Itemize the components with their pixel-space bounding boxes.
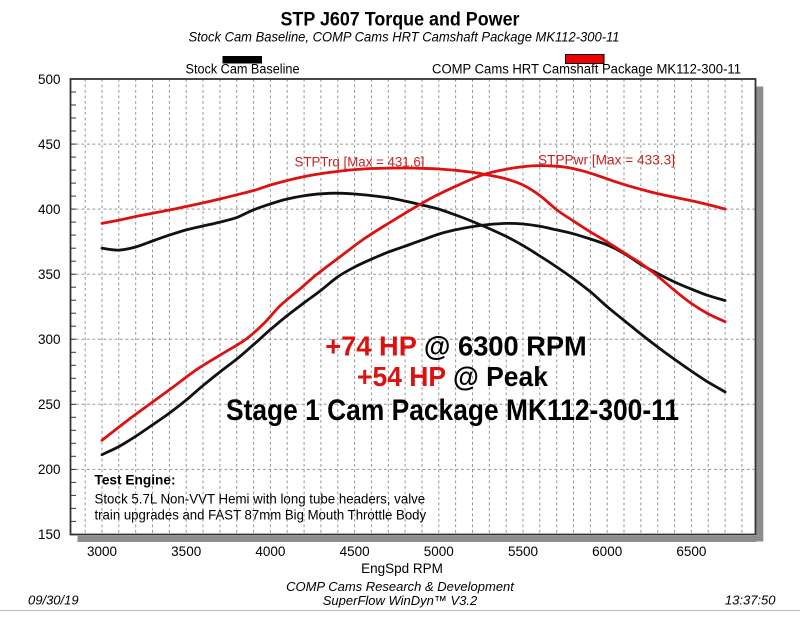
svg-text:Test Engine:: Test Engine:: [95, 472, 176, 488]
svg-text:450: 450: [38, 137, 61, 152]
svg-text:+74 HP @ 6300 RPM: +74 HP @ 6300 RPM: [325, 331, 587, 362]
svg-text:4500: 4500: [340, 544, 370, 559]
svg-text:5000: 5000: [424, 544, 454, 559]
svg-text:09/30/19: 09/30/19: [28, 593, 79, 608]
svg-text:150: 150: [38, 527, 61, 542]
svg-text:3000: 3000: [87, 544, 117, 559]
svg-text:STPTrq [Max = 431.6]: STPTrq [Max = 431.6]: [295, 155, 425, 170]
svg-text:Stock Cam Baseline: Stock Cam Baseline: [186, 62, 300, 77]
svg-text:Stock Cam Baseline, COMP Cams: Stock Cam Baseline, COMP Cams HRT Camsha…: [189, 29, 620, 45]
svg-text:STP J607 Torque and Power: STP J607 Torque and Power: [281, 10, 521, 31]
svg-text:EngSpd RPM: EngSpd RPM: [361, 561, 443, 576]
svg-text:350: 350: [38, 267, 61, 282]
svg-text:train upgrades and FAST 87mm B: train upgrades and FAST 87mm Big Mouth T…: [95, 507, 427, 523]
svg-text:250: 250: [38, 397, 61, 412]
svg-text:COMP Cams Research & Developme: COMP Cams Research & Development: [286, 579, 515, 594]
svg-text:200: 200: [38, 462, 61, 477]
svg-text:500: 500: [38, 72, 61, 87]
svg-text:13:37:50: 13:37:50: [725, 593, 776, 608]
svg-text:4000: 4000: [255, 544, 285, 559]
svg-text:STPPwr [Max = 433.3]: STPPwr [Max = 433.3]: [538, 153, 675, 168]
svg-text:5500: 5500: [508, 544, 538, 559]
svg-text:6500: 6500: [676, 544, 706, 559]
svg-text:SuperFlow WinDyn™ V3.2: SuperFlow WinDyn™ V3.2: [323, 593, 478, 608]
svg-text:400: 400: [38, 202, 61, 217]
svg-text:3500: 3500: [171, 544, 201, 559]
svg-text:6000: 6000: [592, 544, 622, 559]
svg-text:+54 HP @ Peak: +54 HP @ Peak: [357, 361, 548, 392]
svg-text:COMP Cams HRT Camshaft Package: COMP Cams HRT Camshaft Package MK112-300…: [432, 62, 741, 77]
svg-text:Stage 1 Cam Package MK112-300-: Stage 1 Cam Package MK112-300-11: [226, 394, 679, 427]
svg-text:300: 300: [38, 332, 61, 347]
svg-text:Stock 5.7L Non-VVT Hemi with l: Stock 5.7L Non-VVT Hemi with long tube h…: [95, 490, 426, 506]
